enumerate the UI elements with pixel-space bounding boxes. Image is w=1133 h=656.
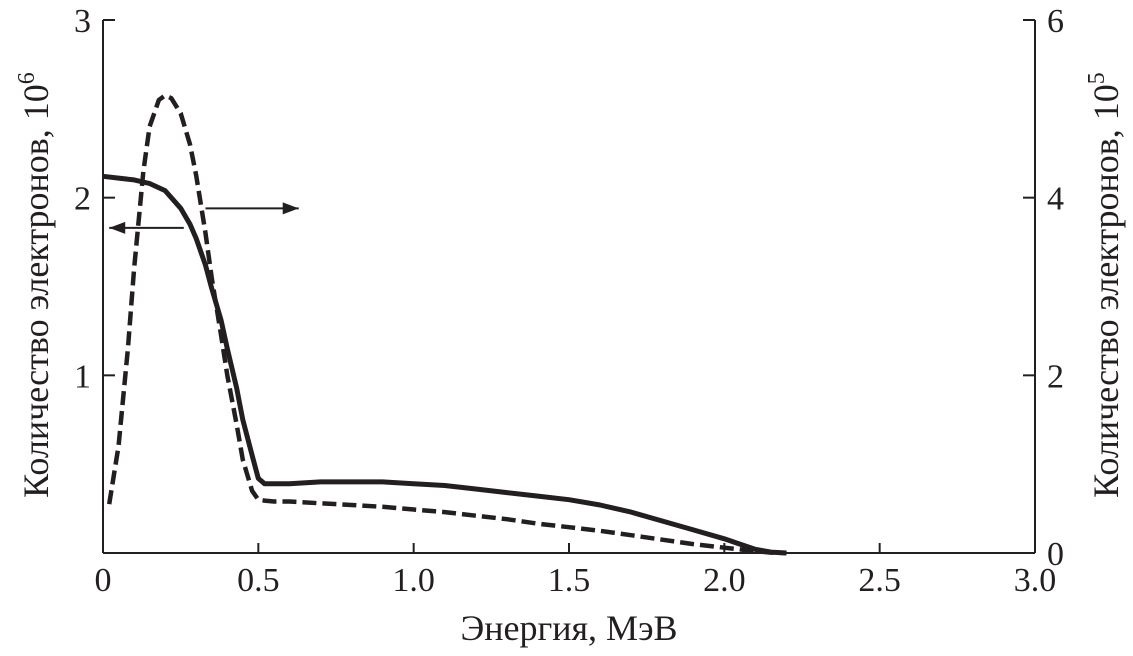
x-tick-label: 2.0 — [703, 562, 746, 599]
left-y-axis-title-text: Количество электронов, 10 — [16, 84, 56, 498]
x-tick-label: 2.5 — [858, 562, 901, 599]
right-y-tick-label: 2 — [1047, 358, 1064, 395]
right-y-tick-label: 6 — [1047, 3, 1064, 40]
x-tick-label: 0.5 — [237, 562, 280, 599]
left-y-tick-label: 3 — [74, 3, 91, 40]
right-y-axis-title-text: Количество электронов, 10 — [1086, 84, 1126, 498]
x-axis-title: Энергия, МэВ — [460, 608, 677, 648]
right-y-tick-label: 4 — [1047, 181, 1064, 218]
x-tick-label: 1.0 — [392, 562, 435, 599]
ticks-layer: 0 0.5 1.0 1.5 2.0 2.5 3.0 1 2 3 0 2 4 6 — [74, 3, 1064, 599]
series-line-dashed — [106, 93, 787, 556]
series-line-solid — [102, 173, 787, 556]
left-y-axis-title-exponent: 6 — [14, 72, 40, 84]
annotation-arrow-head — [109, 221, 126, 234]
x-tick-label: 0 — [95, 562, 112, 599]
series-layer — [102, 93, 787, 556]
left-y-tick-label: 2 — [74, 181, 91, 218]
right-y-tick-label: 0 — [1047, 536, 1064, 573]
x-tick-label: 1.5 — [548, 562, 591, 599]
annotation-arrows-layer — [109, 202, 299, 234]
left-y-tick-label: 1 — [74, 358, 91, 395]
right-y-axis-title-exponent: 5 — [1084, 72, 1110, 84]
axes-layer — [102, 20, 1036, 554]
x-tick-label: 3.0 — [1014, 562, 1057, 599]
left-y-axis-title: Количество электронов, 106 — [14, 72, 56, 498]
annotation-arrow-head — [282, 202, 299, 215]
right-y-axis-title: Количество электронов, 105 — [1084, 72, 1126, 498]
